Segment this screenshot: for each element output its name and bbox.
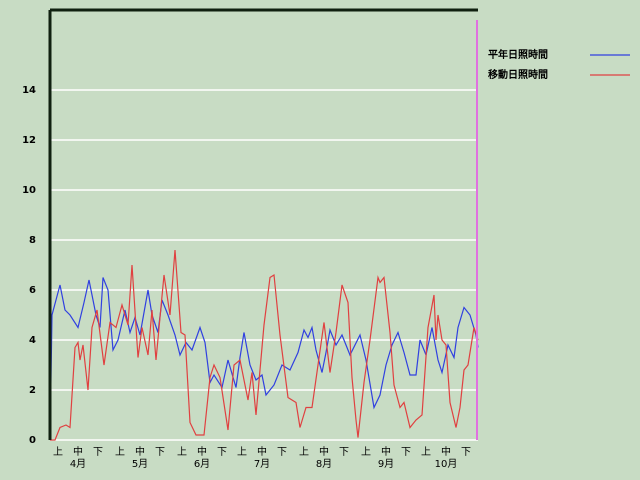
y-tick-label: 0 bbox=[29, 435, 36, 446]
y-tick-label: 8 bbox=[29, 235, 36, 246]
x-tick-label: 下 bbox=[217, 447, 227, 458]
y-tick-label: 14 bbox=[22, 85, 36, 96]
x-tick-label: 上 bbox=[177, 446, 187, 458]
x-tick-label: 下 bbox=[461, 447, 471, 458]
y-tick-label: 6 bbox=[29, 285, 36, 296]
month-label: 6月 bbox=[194, 458, 210, 470]
x-tick-label: 下 bbox=[155, 447, 165, 458]
month-label: 9月 bbox=[378, 458, 394, 470]
y-tick-label: 4 bbox=[29, 335, 36, 346]
x-tick-label: 上 bbox=[299, 446, 309, 458]
x-tick-label: 上 bbox=[115, 446, 125, 458]
series-line bbox=[49, 277, 479, 441]
labels: 02468101214上中下上中下上中下上中下上中下上中下上中下4月 5月 6月 7月… bbox=[22, 48, 630, 470]
x-tick-label: 中 bbox=[135, 445, 145, 458]
x-tick-label: 中 bbox=[441, 445, 451, 458]
y-tick-label: 2 bbox=[29, 385, 36, 396]
month-label: 5月 bbox=[132, 458, 148, 470]
x-tick-label: 上 bbox=[421, 446, 431, 458]
month-label: 10月 bbox=[435, 458, 458, 470]
month-label: 8月 bbox=[316, 458, 332, 470]
series-line bbox=[50, 249, 479, 441]
y-tick-label: 12 bbox=[22, 135, 36, 146]
legend-label: 移動日照時間 bbox=[488, 68, 548, 81]
plot bbox=[49, 249, 479, 441]
x-tick-label: 上 bbox=[237, 446, 247, 458]
x-tick-label: 下 bbox=[401, 447, 411, 458]
x-tick-label: 上 bbox=[53, 446, 63, 458]
legend-label: 平年日照時間 bbox=[488, 48, 548, 61]
x-tick-label: 中 bbox=[257, 445, 267, 458]
grid bbox=[50, 89, 478, 441]
x-tick-label: 下 bbox=[93, 447, 103, 458]
month-label: 7月 bbox=[254, 458, 270, 470]
x-tick-label: 中 bbox=[381, 445, 391, 458]
x-tick-label: 下 bbox=[339, 447, 349, 458]
x-tick-label: 下 bbox=[277, 447, 287, 458]
x-tick-label: 中 bbox=[73, 445, 83, 458]
month-label: 4月 bbox=[70, 458, 86, 470]
x-tick-label: 中 bbox=[197, 445, 207, 458]
x-tick-label: 上 bbox=[361, 446, 371, 458]
x-tick-label: 中 bbox=[319, 445, 329, 458]
y-tick-label: 10 bbox=[22, 185, 36, 196]
